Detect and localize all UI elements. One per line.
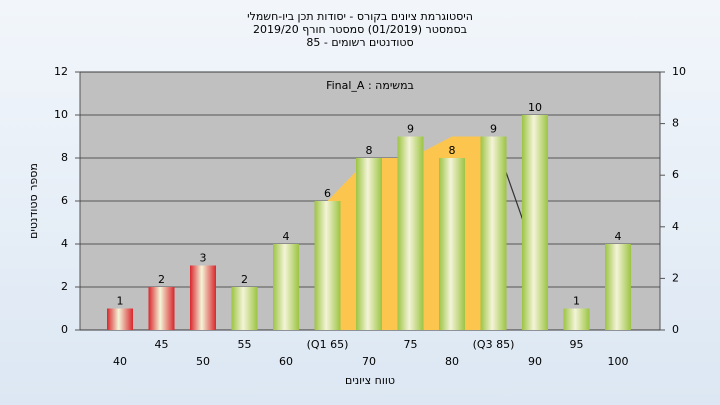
bar: [273, 244, 299, 330]
bar: [314, 201, 341, 330]
value-label: 2: [241, 273, 248, 286]
bar: [522, 115, 548, 330]
x-tick-label: 55: [238, 338, 252, 351]
value-label: 9: [407, 123, 414, 136]
y-tick-label: 6: [61, 194, 68, 207]
x-tick-label: (Q1 65): [307, 338, 349, 351]
x-tick-label: 95: [570, 338, 584, 351]
y-tick-label: 2: [61, 280, 68, 293]
y-tick-label: 0: [61, 323, 68, 336]
title-line: בסמסטר (01/2019) סמסטר חורף 2019/20: [253, 23, 467, 36]
x-tick-label: 40: [113, 355, 127, 368]
value-label: 10: [528, 101, 542, 114]
x-tick-label: 90: [528, 355, 542, 368]
y2-tick-label: 8: [672, 117, 679, 130]
bar: [439, 158, 465, 330]
bar: [563, 308, 590, 330]
y-tick-label: 12: [54, 65, 68, 78]
bar: [397, 136, 424, 330]
value-label: 8: [366, 144, 373, 157]
x-tick-label: 60: [279, 355, 293, 368]
bar: [107, 308, 133, 330]
y2-tick-label: 6: [672, 168, 679, 181]
value-label: 9: [490, 123, 497, 136]
bar: [231, 287, 258, 330]
value-label: 3: [200, 252, 207, 265]
title-line: סטודנטים רשומים - 85: [306, 36, 413, 49]
bar: [605, 244, 631, 330]
y2-tick-label: 10: [672, 65, 686, 78]
x-tick-label: 100: [608, 355, 629, 368]
y2-tick-label: 4: [672, 220, 679, 233]
bar: [190, 265, 216, 330]
value-label: 1: [573, 295, 580, 308]
bar: [356, 158, 382, 330]
x-tick-label: (Q3 85): [473, 338, 515, 351]
x-tick-label: 70: [362, 355, 376, 368]
value-label: 1: [117, 295, 124, 308]
x-tick-label: 80: [445, 355, 459, 368]
y2-tick-label: 2: [672, 271, 679, 284]
value-label: 2: [158, 273, 165, 286]
x-tick-label: 45: [155, 338, 169, 351]
bar: [480, 136, 507, 330]
value-label: 6: [324, 187, 331, 200]
bar: [148, 287, 175, 330]
x-axis-label: טווח ציונים: [345, 374, 395, 387]
title-line: היסטוגרמת ציונים בקורס - יסודות תכן ביו-…: [247, 10, 473, 23]
x-tick-label: 50: [196, 355, 210, 368]
annotation: Final_A : במשימה: [326, 79, 414, 92]
y2-tick-label: 0: [672, 323, 679, 336]
x-tick-label: 75: [404, 338, 418, 351]
y-axis-label: מספר סטודנטים: [27, 163, 40, 239]
value-label: 4: [283, 230, 290, 243]
y-tick-label: 8: [61, 151, 68, 164]
y-tick-label: 10: [54, 108, 68, 121]
value-label: 8: [449, 144, 456, 157]
y-tick-label: 4: [61, 237, 68, 250]
value-label: 4: [615, 230, 622, 243]
